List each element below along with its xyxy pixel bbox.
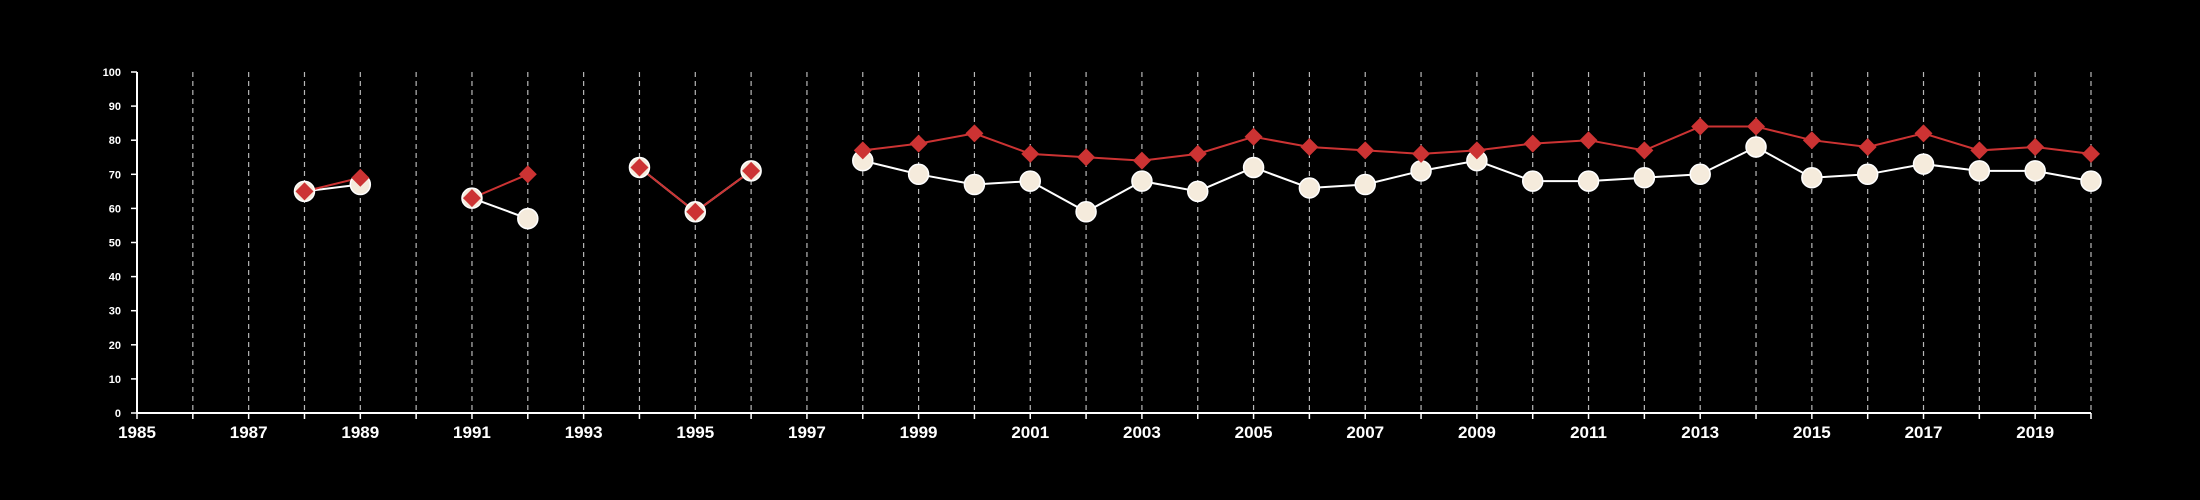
- diamond-marker: [1579, 131, 1598, 150]
- diamond-marker: [853, 141, 872, 160]
- diamond-marker: [1747, 117, 1766, 136]
- circle-marker: [1745, 136, 1767, 158]
- x-tick-label: 2019: [2016, 423, 2054, 442]
- circle-marker: [1633, 166, 1656, 189]
- circle-marker: [1801, 166, 1823, 189]
- x-tick-label: 2001: [1011, 423, 1049, 442]
- diamond-marker: [1021, 144, 1040, 163]
- y-tick-label: 70: [109, 169, 121, 181]
- circle-marker: [1186, 180, 1209, 203]
- x-tick-label: 2007: [1346, 423, 1384, 442]
- diamond-marker: [1077, 148, 1096, 167]
- series-layer: [293, 117, 2102, 230]
- diamond-marker: [351, 168, 370, 187]
- diamond-marker: [1802, 131, 1821, 150]
- diamond-marker: [1523, 134, 1542, 153]
- circle-marker: [1856, 163, 1879, 186]
- diamond-marker: [909, 134, 928, 153]
- x-tick-label: 1991: [453, 423, 491, 442]
- circle-marker: [963, 173, 986, 196]
- circle-marker: [517, 207, 539, 230]
- diamond-marker: [1691, 117, 1710, 136]
- diamond-marker: [1188, 144, 1207, 163]
- circle-marker: [1968, 160, 1991, 182]
- x-tick-label: 1997: [788, 423, 826, 442]
- x-tick-label: 2011: [1570, 423, 1607, 442]
- diamond-marker: [2026, 138, 2045, 157]
- grid-lines: [192, 72, 2092, 413]
- circle-marker: [1912, 153, 1935, 175]
- diamond-marker: [1356, 141, 1375, 160]
- y-tick-label: 60: [109, 203, 121, 215]
- diamond-marker: [630, 158, 649, 177]
- diamond-marker: [742, 161, 761, 180]
- diamond-marker: [462, 189, 481, 208]
- circle-marker: [1410, 160, 1432, 182]
- circle-marker: [1131, 170, 1153, 192]
- y-tick-label: 40: [109, 272, 121, 284]
- circle-marker: [1242, 156, 1265, 179]
- x-tick-label: 1987: [230, 423, 268, 442]
- diamond-marker: [1412, 144, 1431, 163]
- circle-marker: [1075, 201, 1097, 223]
- diamond-marker: [1300, 138, 1319, 157]
- x-tick-label: 2005: [1235, 423, 1273, 442]
- diamond-marker: [295, 182, 314, 201]
- y-tick-label: 10: [109, 374, 121, 386]
- x-tick-label: 1985: [118, 423, 156, 442]
- diamond-marker: [1858, 138, 1877, 157]
- x-tick-label: 1999: [900, 423, 938, 442]
- y-tick-label: 80: [109, 135, 121, 147]
- circle-marker: [1521, 170, 1544, 192]
- y-tick-label: 90: [109, 101, 121, 113]
- circle-marker: [2024, 160, 2046, 182]
- circle-marker: [1689, 163, 1711, 186]
- diamond-marker: [1132, 151, 1151, 170]
- x-tick-label: 2003: [1123, 423, 1161, 442]
- y-tick-label: 30: [109, 306, 121, 318]
- x-tick-label: 2013: [1681, 423, 1719, 442]
- diamond-marker: [686, 202, 705, 221]
- y-tick-label: 20: [109, 340, 121, 352]
- circle-marker: [1019, 170, 1042, 192]
- diamond-marker: [2082, 144, 2100, 163]
- diamond-marker: [965, 124, 984, 143]
- axes: 0 10 20 30 40 50 60 70 80 90 100 1985 1987 1989 1991 19…: [103, 67, 2092, 442]
- x-tick-label: 1995: [676, 423, 714, 442]
- y-tick-label: 0: [115, 408, 121, 420]
- circle-marker: [2080, 170, 2102, 192]
- x-tick-label: 2015: [1793, 423, 1831, 442]
- y-tick-label: 100: [103, 67, 121, 79]
- diamond-marker: [1914, 124, 1933, 143]
- circle-marker: [1577, 170, 1600, 192]
- circle-marker: [1354, 173, 1376, 196]
- diamond-marker: [1467, 141, 1486, 160]
- x-tick-label: 2017: [1905, 423, 1943, 442]
- x-tick-label: 1993: [565, 423, 603, 442]
- x-tick-label: 1989: [341, 423, 379, 442]
- diamond-marker: [1635, 141, 1654, 160]
- diamond-marker: [518, 165, 537, 184]
- diamond-marker: [1244, 127, 1263, 146]
- y-tick-label: 50: [109, 238, 121, 250]
- x-tick-label: 2009: [1458, 423, 1496, 442]
- circle-marker: [1298, 177, 1321, 199]
- diamond-marker: [1970, 141, 1989, 160]
- circle-marker: [907, 163, 930, 186]
